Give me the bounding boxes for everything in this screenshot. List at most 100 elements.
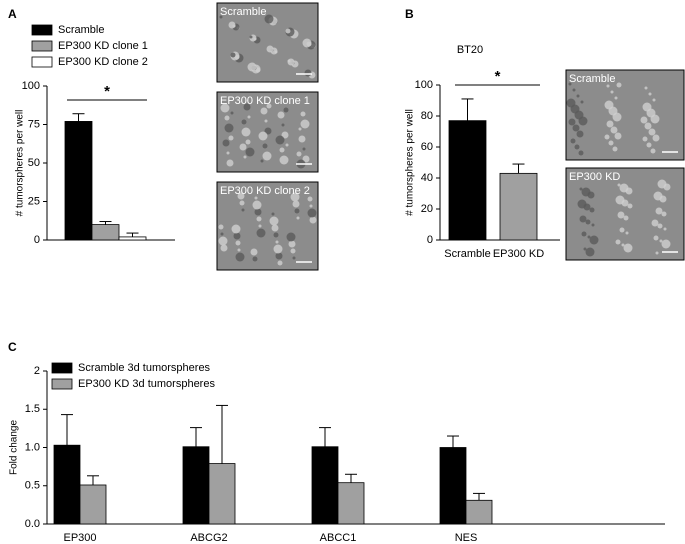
cell (568, 118, 576, 126)
cell (235, 240, 241, 246)
x-tick-label: ABCC1 (320, 532, 357, 544)
cell (580, 100, 584, 104)
cell (292, 256, 296, 260)
legend-label: EP300 KD 3d tumorspheres (78, 378, 215, 390)
cell (621, 199, 629, 207)
cell (653, 235, 659, 241)
cell (237, 248, 241, 252)
cell (254, 196, 258, 200)
cell (275, 252, 283, 260)
cell (640, 116, 648, 124)
y-tick-label: 100 (415, 79, 433, 91)
cell (249, 35, 253, 39)
cell (298, 135, 306, 143)
cell (264, 119, 268, 123)
cell (587, 235, 591, 239)
cell (625, 187, 633, 195)
panel-label: B (405, 7, 414, 21)
legend-swatch (31, 24, 53, 36)
cell (220, 232, 224, 236)
cell (572, 88, 576, 92)
y-tick-label: 2 (34, 365, 40, 377)
cell (258, 224, 262, 228)
y-tick-label: 0 (34, 234, 40, 246)
cell (279, 147, 285, 153)
bar (208, 463, 236, 525)
y-tick-label: 20 (421, 203, 433, 215)
cell (574, 144, 580, 150)
cell (292, 200, 300, 208)
cell (275, 240, 279, 244)
cell (241, 119, 247, 125)
y-tick-label: 0 (427, 234, 433, 246)
cell (271, 224, 279, 232)
cell (262, 143, 268, 149)
cell (254, 208, 262, 216)
cell (625, 231, 629, 235)
cell (290, 248, 296, 254)
cell (298, 127, 302, 131)
cell (300, 111, 306, 117)
cell (222, 139, 230, 147)
cell (589, 235, 599, 245)
cell (230, 111, 234, 115)
cell (256, 216, 262, 222)
panel-label: C (8, 340, 17, 354)
cell (237, 192, 245, 200)
legend-swatch (51, 362, 73, 374)
cell (655, 207, 663, 215)
y-tick-label: 60 (421, 141, 433, 153)
cell (617, 183, 621, 187)
cell (235, 252, 245, 262)
cell (307, 196, 313, 202)
cell (652, 134, 660, 142)
cell (224, 115, 230, 121)
cell (652, 98, 656, 102)
cell (287, 59, 291, 63)
cell (655, 251, 659, 255)
cell (290, 192, 300, 202)
cell (583, 247, 587, 251)
y-tick-label: 1.0 (25, 441, 40, 453)
cell (616, 82, 622, 88)
legend-label: Scramble (58, 24, 104, 36)
cell (642, 136, 648, 142)
cell (648, 128, 656, 136)
cell (579, 187, 583, 191)
legend-label: Scramble 3d tumorspheres (78, 362, 211, 374)
cell (269, 216, 279, 226)
cell (226, 159, 234, 167)
annotation: * (495, 68, 501, 85)
x-tick-label: EP300 KD (493, 248, 544, 260)
cell (614, 96, 618, 100)
y-tick-label: 50 (28, 157, 40, 169)
cell (252, 256, 258, 262)
cell (277, 111, 285, 119)
cell (226, 151, 230, 155)
legend-swatch (31, 56, 53, 68)
cell (610, 126, 618, 134)
micrograph-label: EP300 KD (569, 171, 620, 183)
cell (245, 147, 255, 157)
x-tick-label: Scramble (444, 248, 490, 260)
micrograph (216, 181, 319, 271)
cell (294, 208, 300, 214)
micrograph (565, 69, 685, 161)
bar (64, 121, 93, 241)
cell (275, 135, 285, 145)
legend-label: EP300 KD clone 2 (58, 56, 148, 68)
cell (283, 107, 289, 113)
cell (218, 224, 224, 230)
cell (252, 200, 262, 210)
cell (277, 260, 283, 266)
cell (302, 38, 312, 48)
cell (266, 103, 272, 109)
y-tick-label: 0.0 (25, 518, 40, 530)
y-tick-label: 0.5 (25, 480, 40, 492)
bar (337, 482, 365, 525)
cell (260, 107, 268, 115)
cell (570, 138, 576, 144)
bar (499, 172, 538, 241)
micrograph-label: Scramble (569, 73, 615, 85)
